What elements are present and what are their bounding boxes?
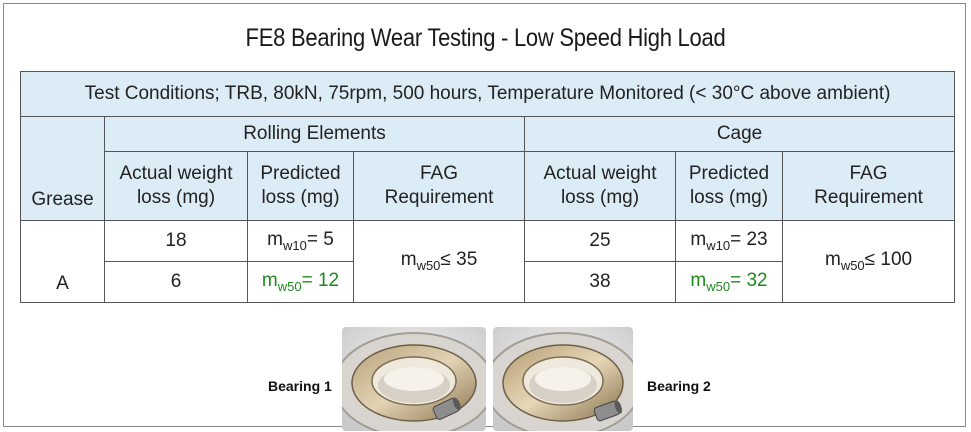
value: = 32 bbox=[730, 269, 768, 291]
header-line: Actual weight bbox=[543, 163, 657, 185]
symbol: m bbox=[267, 228, 283, 250]
header-line: loss (mg) bbox=[560, 187, 640, 208]
bearing-1-image bbox=[342, 327, 486, 431]
cage-header: Cage bbox=[523, 116, 956, 152]
subscript: w50 bbox=[277, 278, 302, 294]
rolling-fag-header: FAG Requirement bbox=[353, 151, 525, 221]
value: ≤ 100 bbox=[864, 249, 913, 271]
header-line: FAG bbox=[419, 163, 458, 185]
rolling-actual-cell: 6 bbox=[104, 261, 248, 303]
symbol: m bbox=[824, 249, 841, 271]
rolling-actual-cell: 18 bbox=[104, 220, 248, 262]
rolling-fag-cell: mw50≤ 35 bbox=[353, 220, 525, 303]
rolling-predicted-cell: mw10= 5 bbox=[247, 220, 354, 262]
cage-actual-cell: 25 bbox=[524, 220, 676, 262]
value: = 12 bbox=[301, 269, 340, 291]
bearing-2-image bbox=[493, 327, 633, 431]
symbol: m bbox=[261, 269, 278, 291]
test-conditions: Test Conditions; TRB, 80kN, 75rpm, 500 h… bbox=[19, 71, 956, 117]
header-line: Requirement bbox=[814, 187, 923, 208]
header-line: loss (mg) bbox=[136, 187, 216, 208]
cage-predicted-header: Predicted loss (mg) bbox=[675, 151, 783, 221]
test-results-table: Test Conditions; TRB, 80kN, 75rpm, 500 h… bbox=[19, 71, 956, 303]
subscript: w10 bbox=[706, 237, 731, 253]
value: = 5 bbox=[306, 228, 334, 250]
subscript: w10 bbox=[283, 237, 307, 253]
subscript: w50 bbox=[706, 278, 731, 294]
subscript: w50 bbox=[416, 258, 441, 274]
header-line: loss (mg) bbox=[689, 187, 769, 208]
figure-title: FE8 Bearing Wear Testing - Low Speed Hig… bbox=[245, 24, 726, 52]
rolling-elements-header: Rolling Elements bbox=[104, 116, 525, 152]
bearing-1-caption: Bearing 1 bbox=[268, 378, 332, 394]
rolling-predicted-header: Predicted loss (mg) bbox=[247, 151, 354, 221]
bearing-1-photo bbox=[342, 327, 486, 431]
symbol: m bbox=[400, 249, 417, 271]
header-line: FAG bbox=[849, 163, 888, 185]
rolling-predicted-cell: mw50= 12 bbox=[247, 261, 354, 303]
bearing-2-photo bbox=[493, 327, 633, 431]
symbol: m bbox=[690, 228, 707, 250]
header-line: Actual weight bbox=[119, 163, 233, 185]
cage-actual-cell: 38 bbox=[524, 261, 676, 303]
cage-predicted-cell: mw50= 32 bbox=[675, 261, 783, 303]
cage-fag-cell: mw50≤ 100 bbox=[781, 220, 956, 303]
subscript: w50 bbox=[840, 258, 865, 274]
header-line: Predicted bbox=[688, 163, 770, 185]
rolling-actual-header: Actual weight loss (mg) bbox=[104, 151, 248, 221]
header-line: loss (mg) bbox=[261, 187, 340, 208]
cage-actual-header: Actual weight loss (mg) bbox=[524, 151, 676, 221]
cage-predicted-cell: mw10= 23 bbox=[675, 220, 783, 262]
bearing-2-caption: Bearing 2 bbox=[647, 378, 711, 394]
grease-header: Grease bbox=[20, 116, 105, 221]
value: ≤ 35 bbox=[440, 249, 478, 271]
value: = 23 bbox=[730, 228, 768, 250]
cage-fag-header: FAG Requirement bbox=[781, 151, 956, 221]
header-line: Predicted bbox=[260, 163, 341, 185]
grease-value: A bbox=[20, 220, 105, 303]
figure-frame: FE8 Bearing Wear Testing - Low Speed Hig… bbox=[3, 3, 966, 431]
symbol: m bbox=[690, 269, 707, 291]
header-line: Requirement bbox=[384, 187, 494, 208]
